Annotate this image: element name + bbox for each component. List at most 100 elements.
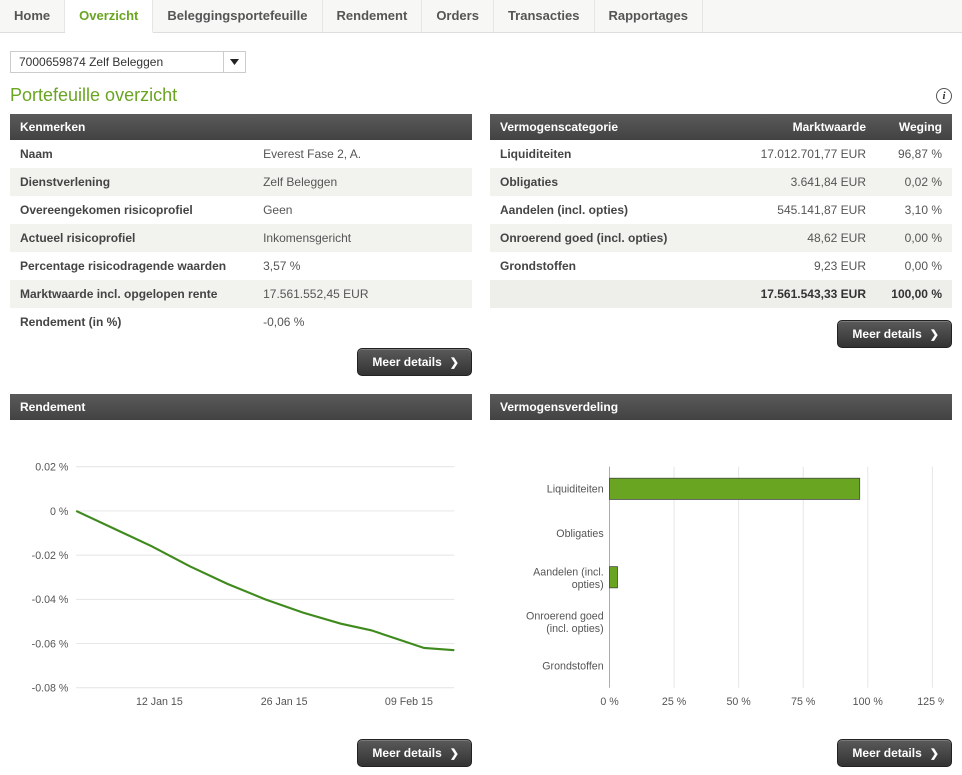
characteristic-row: DienstverleningZelf Beleggen [10, 168, 472, 196]
characteristic-value: 17.561.552,45 EUR [263, 287, 462, 301]
asset-category-row: Liquiditeiten17.012.701,77 EUR 96,87 % [490, 140, 952, 168]
asset-weging: 0,02 % [872, 175, 942, 189]
nav-tab-home[interactable]: Home [0, 0, 65, 32]
characteristics-title: Kenmerken [20, 120, 85, 134]
asset-category-name: Liquiditeiten [500, 147, 726, 161]
col-marktwaarde: Marktwaarde [726, 120, 866, 134]
rendement-header: Rendement [10, 394, 472, 420]
nav-tab-rapportages[interactable]: Rapportages [595, 0, 703, 32]
allocation-bar-chart: 0 % 25 % 50 % 75 % 100 % 125 % Liquiditeiten Ob… [498, 450, 944, 720]
total-weging: 100,00 % [872, 287, 942, 301]
svg-text:-0.02 %: -0.02 % [32, 550, 69, 562]
nav-tab-orders[interactable]: Orders [422, 0, 494, 32]
svg-text:09 Feb 15: 09 Feb 15 [385, 696, 433, 708]
allocation-more-details-button[interactable]: Meer details ❯ [837, 739, 952, 767]
asset-category-row: Aandelen (incl. opties)545.141,87 EUR3,1… [490, 196, 952, 224]
asset-weging: 96,87 % [872, 147, 942, 161]
characteristic-value: Zelf Beleggen [263, 175, 462, 189]
rendement-panel: Rendement 0.02 %0 %-0.02 %-0.04 %-0.06 %… [10, 394, 472, 775]
characteristic-key: Actueel risicoprofiel [20, 231, 263, 245]
characteristic-key: Dienstverlening [20, 175, 263, 189]
nav-tab-transacties[interactable]: Transacties [494, 0, 595, 32]
nav-tab-beleggingsportefeuille[interactable]: Beleggingsportefeuille [153, 0, 322, 32]
svg-text:(incl. opties): (incl. opties) [546, 623, 603, 635]
allocation-header: Vermogensverdeling [490, 394, 952, 420]
asset-category-title: Vermogenscategorie [500, 120, 618, 134]
account-selector-row: 7000659874 Zelf Beleggen [0, 33, 962, 81]
chevron-right-icon: ❯ [450, 356, 459, 369]
characteristic-key: Percentage risicodragende waarden [20, 259, 263, 273]
svg-text:26 Jan 15: 26 Jan 15 [261, 696, 308, 708]
characteristic-row: Rendement (in %)-0,06 % [10, 308, 472, 336]
asset-category-name: Onroerend goed (incl. opties) [500, 231, 726, 245]
svg-text:25 %: 25 % [662, 696, 687, 708]
asset-marktwaarde: 48,62 EUR [726, 231, 866, 245]
more-details-label: Meer details [852, 746, 921, 760]
nav-tabs: HomeOverzichtBeleggingsportefeuilleRende… [0, 0, 962, 33]
characteristic-value: Everest Fase 2, A. [263, 147, 462, 161]
svg-text:opties): opties) [572, 579, 604, 591]
more-details-label: Meer details [372, 746, 441, 760]
characteristics-more-details-button[interactable]: Meer details ❯ [357, 348, 472, 376]
svg-text:100 %: 100 % [853, 696, 884, 708]
asset-category-row: Onroerend goed (incl. opties)48,62 EUR 0,… [490, 224, 952, 252]
chevron-right-icon: ❯ [930, 328, 939, 341]
nav-tab-overzicht[interactable]: Overzicht [65, 0, 153, 33]
characteristic-row: Percentage risicodragende waarden3,57 % [10, 252, 472, 280]
characteristic-value: -0,06 % [263, 315, 462, 329]
nav-tab-rendement[interactable]: Rendement [323, 0, 423, 32]
characteristic-row: Marktwaarde incl. opgelopen rente17.561.… [10, 280, 472, 308]
characteristic-key: Naam [20, 147, 263, 161]
account-select[interactable]: 7000659874 Zelf Beleggen [10, 51, 246, 73]
asset-category-table: Liquiditeiten17.012.701,77 EUR 96,87 % Obl… [490, 140, 952, 280]
rendement-chart-area: 0.02 %0 %-0.02 %-0.04 %-0.06 %-0.08 %12 … [10, 420, 472, 727]
svg-text:75 %: 75 % [791, 696, 816, 708]
characteristic-key: Marktwaarde incl. opgelopen rente [20, 287, 263, 301]
asset-weging: 0,00 % [872, 231, 942, 245]
asset-category-panel: Vermogenscategorie Marktwaarde Weging Li… [490, 114, 952, 384]
characteristic-key: Rendement (in %) [20, 315, 263, 329]
asset-category-more-details-button[interactable]: Meer details ❯ [837, 320, 952, 348]
characteristic-value: 3,57 % [263, 259, 462, 273]
svg-text:Onroerend goed: Onroerend goed [526, 611, 604, 623]
characteristic-value: Inkomensgericht [263, 231, 462, 245]
chevron-right-icon: ❯ [930, 747, 939, 760]
account-select-value: 7000659874 Zelf Beleggen [11, 55, 223, 69]
total-marktwaarde: 17.561.543,33 EUR [726, 287, 866, 301]
rendement-line-chart: 0.02 %0 %-0.02 %-0.04 %-0.06 %-0.08 %12 … [18, 450, 464, 720]
svg-text:0 %: 0 % [600, 696, 619, 708]
asset-category-name: Obligaties [500, 175, 726, 189]
asset-category-name: Aandelen (incl. opties) [500, 203, 726, 217]
allocation-title: Vermogensverdeling [500, 400, 618, 414]
allocation-chart-area: 0 % 25 % 50 % 75 % 100 % 125 % Liquiditeiten Ob… [490, 420, 952, 727]
rendement-more-details-button[interactable]: Meer details ❯ [357, 739, 472, 767]
svg-text:50 %: 50 % [726, 696, 751, 708]
asset-weging: 0,00 % [872, 259, 942, 273]
svg-text:Obligaties: Obligaties [556, 528, 603, 540]
svg-text:Liquiditeiten: Liquiditeiten [547, 484, 604, 496]
asset-weging: 3,10 % [872, 203, 942, 217]
characteristic-key: Overeengekomen risicoprofiel [20, 203, 263, 217]
svg-text:-0.04 %: -0.04 % [32, 594, 69, 606]
info-icon[interactable]: i [936, 88, 952, 104]
asset-marktwaarde: 9,23 EUR [726, 259, 866, 273]
asset-category-total-row: 17.561.543,33 EUR 100,00 % [490, 280, 952, 308]
page-title-row: Portefeuille overzicht i [0, 81, 962, 114]
characteristics-header: Kenmerken [10, 114, 472, 140]
characteristic-row: Actueel risicoprofielInkomensgericht [10, 224, 472, 252]
svg-text:0 %: 0 % [50, 506, 69, 518]
col-weging: Weging [872, 120, 942, 134]
characteristic-value: Geen [263, 203, 462, 217]
allocation-panel: Vermogensverdeling 0 % 25 % 50 % 75 % 100 % 1… [490, 394, 952, 775]
svg-text:Grondstoffen: Grondstoffen [542, 661, 603, 673]
asset-marktwaarde: 17.012.701,77 EUR [726, 147, 866, 161]
asset-category-name: Grondstoffen [500, 259, 726, 273]
asset-category-row: Grondstoffen9,23 EUR 0,00 % [490, 252, 952, 280]
svg-text:-0.06 %: -0.06 % [32, 638, 69, 650]
page-title: Portefeuille overzicht [10, 85, 177, 106]
characteristics-panel: Kenmerken NaamEverest Fase 2, A.Dienstve… [10, 114, 472, 384]
more-details-label: Meer details [852, 327, 921, 341]
account-select-dropdown-icon[interactable] [223, 52, 245, 72]
svg-text:125 %: 125 % [917, 696, 944, 708]
asset-category-row: Obligaties3.641,84 EUR0,02 % [490, 168, 952, 196]
